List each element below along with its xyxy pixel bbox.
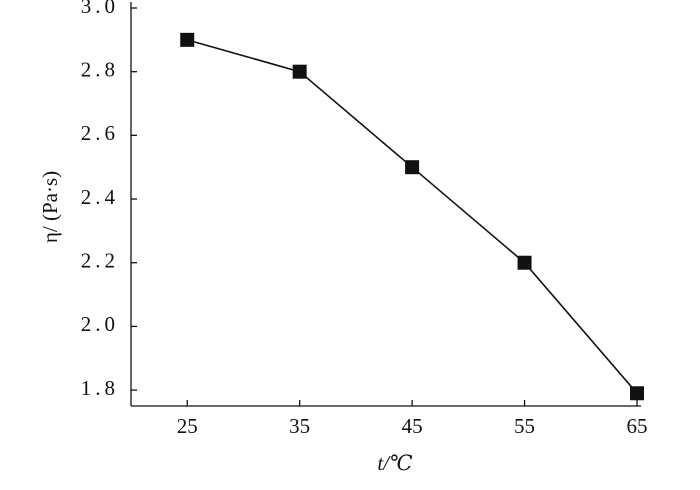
data-point (405, 160, 420, 175)
data-point (630, 386, 644, 401)
y-tick-label: 2.8 (81, 57, 119, 81)
x-tick-label: 65 (627, 414, 648, 438)
data-point (180, 32, 195, 47)
x-tick-label: 35 (289, 414, 310, 438)
y-tick-label: 1.8 (81, 376, 119, 400)
y-tick-label: 3.0 (81, 0, 119, 18)
y-tick-label: 2.2 (81, 249, 119, 273)
x-tick-label: 25 (177, 414, 198, 438)
data-line (187, 39, 638, 394)
y-axis-label: η/ (Pa·s) (38, 171, 62, 243)
y-tick-label: 2.0 (81, 312, 119, 336)
x-tick-label: 45 (402, 414, 423, 438)
y-tick-label: 2.4 (81, 185, 119, 209)
x-axis-label: t/℃ (377, 451, 413, 475)
y-tick-label: 2.6 (81, 121, 119, 145)
data-point (292, 64, 307, 79)
x-tick-label: 55 (514, 414, 535, 438)
data-point (517, 255, 532, 270)
